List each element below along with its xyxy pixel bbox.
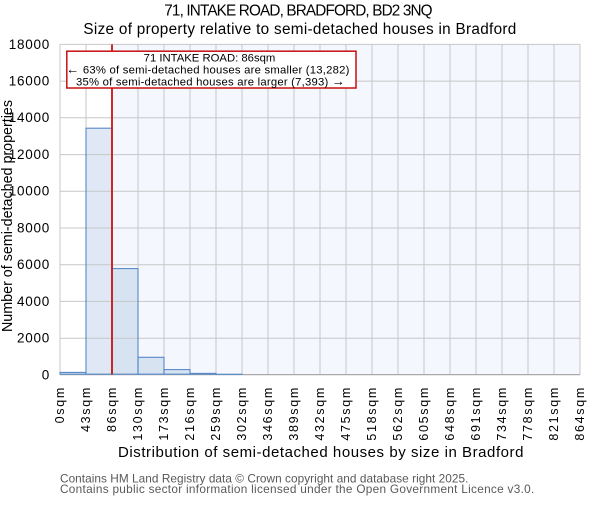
svg-text:2000: 2000: [17, 331, 50, 346]
svg-text:43sqm: 43sqm: [79, 386, 93, 432]
svg-text:432sqm: 432sqm: [313, 386, 327, 441]
svg-text:16000: 16000: [9, 74, 50, 89]
svg-text:← 63% of semi-detached houses: ← 63% of semi-detached houses are smalle…: [66, 61, 349, 76]
svg-text:518sqm: 518sqm: [365, 386, 379, 441]
svg-text:0sqm: 0sqm: [53, 386, 67, 423]
svg-text:864sqm: 864sqm: [573, 386, 587, 441]
svg-text:605sqm: 605sqm: [417, 386, 431, 441]
svg-text:Size of property relative to s: Size of property relative to semi-detach…: [83, 21, 516, 38]
svg-text:259sqm: 259sqm: [209, 386, 223, 441]
svg-text:346sqm: 346sqm: [261, 386, 275, 441]
svg-text:216sqm: 216sqm: [183, 386, 197, 441]
svg-text:18000: 18000: [9, 37, 50, 52]
svg-text:130sqm: 130sqm: [131, 386, 145, 441]
svg-text:Distribution of semi-detached: Distribution of semi-detached houses by …: [118, 444, 524, 461]
svg-text:35% of semi-detached houses ar: 35% of semi-detached houses are larger (…: [76, 74, 345, 89]
svg-text:691sqm: 691sqm: [469, 386, 483, 441]
svg-text:475sqm: 475sqm: [339, 386, 353, 441]
svg-text:648sqm: 648sqm: [443, 386, 457, 441]
svg-text:562sqm: 562sqm: [391, 386, 405, 441]
svg-text:Number of semi-detached proper: Number of semi-detached properties: [0, 100, 16, 332]
svg-text:173sqm: 173sqm: [157, 386, 171, 441]
svg-text:778sqm: 778sqm: [521, 386, 535, 441]
svg-text:6000: 6000: [17, 257, 50, 272]
svg-text:8000: 8000: [17, 220, 50, 235]
svg-text:302sqm: 302sqm: [235, 386, 249, 441]
svg-text:0: 0: [42, 367, 50, 382]
svg-text:Contains public sector informa: Contains public sector information licen…: [60, 482, 535, 496]
svg-text:86sqm: 86sqm: [105, 386, 119, 432]
svg-text:389sqm: 389sqm: [287, 386, 301, 441]
svg-text:821sqm: 821sqm: [547, 386, 561, 441]
svg-text:71, INTAKE ROAD, BRADFORD, BD2: 71, INTAKE ROAD, BRADFORD, BD2 3NQ: [164, 3, 432, 20]
svg-text:734sqm: 734sqm: [495, 386, 509, 441]
svg-text:71 INTAKE ROAD: 86sqm: 71 INTAKE ROAD: 86sqm: [144, 52, 276, 64]
svg-text:4000: 4000: [17, 294, 50, 309]
